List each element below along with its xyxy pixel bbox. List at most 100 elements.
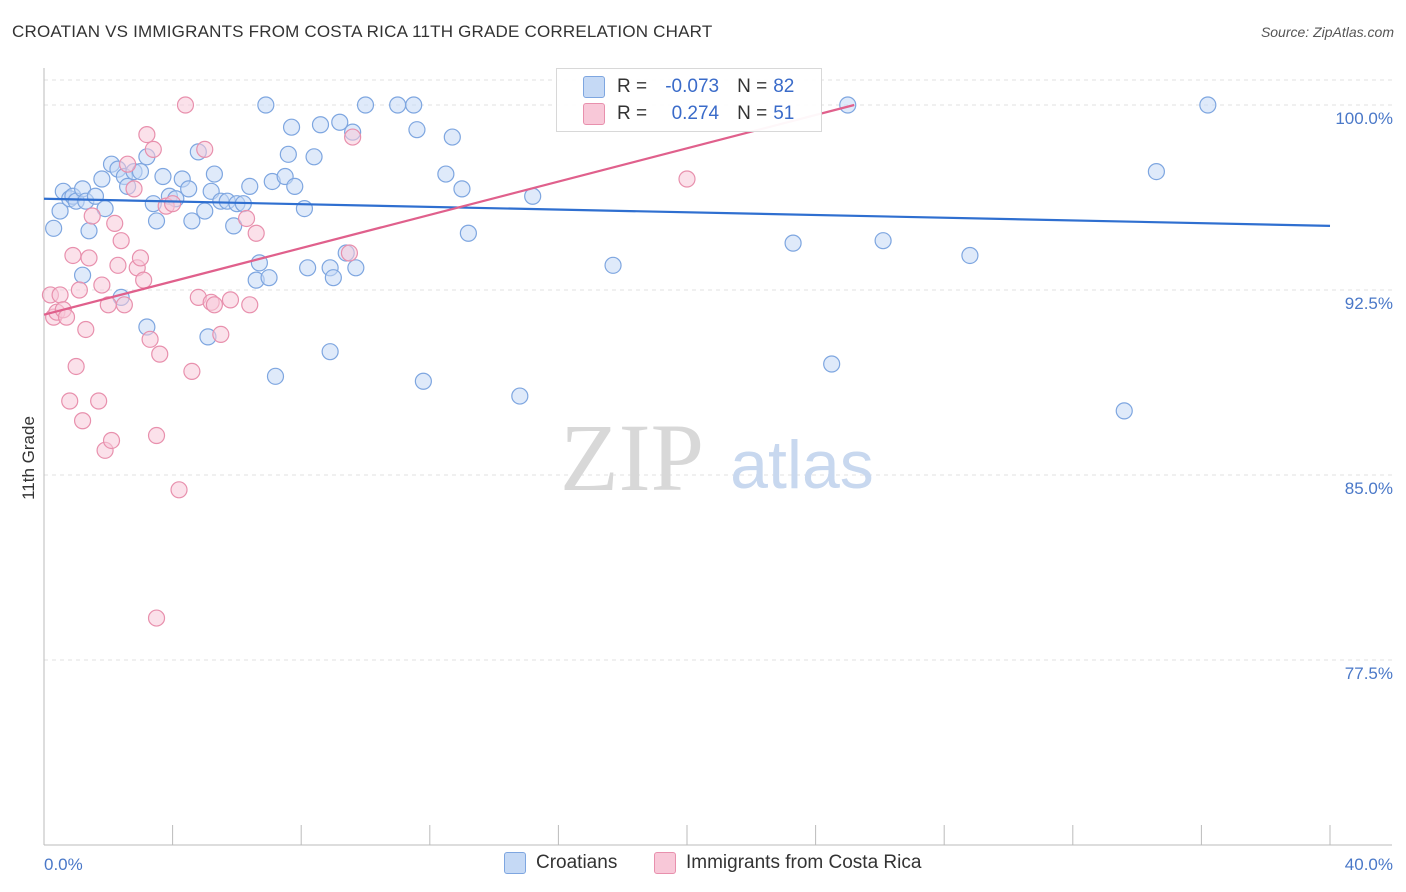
data-point (389, 96, 407, 114)
data-point (51, 202, 69, 220)
legend-row-croatians: R = -0.073 N = 82 (583, 75, 813, 99)
legend-label-croatians: Croatians (536, 852, 618, 873)
watermark-atlas: atlas (730, 427, 874, 503)
y-tick-label: 77.5% (1345, 664, 1393, 683)
series-costa-rica (41, 96, 696, 627)
axes (43, 68, 1392, 846)
r-value: -0.073 (665, 76, 720, 97)
data-point (67, 357, 85, 376)
data-point (164, 195, 182, 213)
source-label: Source: ZipAtlas.com (1260, 24, 1394, 40)
data-point (45, 219, 63, 237)
data-point (1115, 402, 1133, 420)
chart-title: CROATIAN VS IMMIGRANTS FROM COSTA RICA 1… (12, 22, 713, 41)
data-point (286, 177, 304, 195)
n-label: N = (737, 76, 768, 97)
data-point (106, 214, 124, 232)
data-point (51, 286, 69, 304)
data-point (241, 177, 259, 195)
data-point (90, 392, 108, 410)
data-point (144, 140, 162, 158)
data-point (77, 320, 95, 339)
data-point (257, 96, 275, 114)
data-point (151, 345, 169, 363)
series-croatians (45, 96, 1217, 420)
data-point (80, 222, 98, 240)
series-legend: Croatians Immigrants from Costa Rica (0, 852, 1406, 878)
x-tick-label: 0.0% (44, 855, 83, 874)
data-point (356, 96, 375, 114)
data-point (443, 128, 461, 146)
data-point (324, 269, 342, 287)
r-value: 0.274 (671, 103, 720, 124)
data-point (183, 212, 201, 230)
data-point (131, 163, 150, 181)
r-label: R = (617, 76, 648, 97)
data-point (453, 180, 471, 198)
data-point (511, 387, 529, 405)
trend-lines (43, 103, 1331, 316)
n-value: 51 (773, 103, 795, 124)
y-tick-label: 85.0% (1345, 479, 1393, 498)
data-point (961, 246, 979, 265)
y-axis-title: 11th Grade (19, 416, 38, 500)
data-point (176, 96, 195, 114)
data-point (109, 256, 127, 274)
data-point (115, 296, 133, 314)
data-point (196, 140, 214, 158)
data-point (70, 281, 88, 299)
data-point (247, 224, 265, 242)
data-point (125, 180, 143, 198)
data-point (260, 269, 278, 287)
data-point (221, 291, 240, 309)
legend-item-croatians[interactable]: Croatians (504, 852, 617, 874)
data-point (225, 217, 243, 235)
data-point (823, 355, 841, 373)
data-point (205, 165, 223, 183)
data-point (118, 155, 137, 173)
data-point (678, 170, 696, 188)
grid-lines (44, 79, 1392, 661)
data-point (405, 96, 423, 114)
data-point (180, 180, 198, 198)
watermark: ZIP atlas (560, 404, 874, 511)
data-point (102, 431, 121, 450)
data-point (1147, 163, 1165, 181)
legend-swatch-blue (583, 76, 605, 98)
correlation-legend: R = -0.073 N = 82 R = 0.274 N = 51 (556, 68, 822, 132)
n-value: 82 (773, 76, 795, 97)
data-point (135, 271, 153, 289)
data-point (183, 362, 201, 380)
data-point (347, 259, 365, 277)
data-point (414, 372, 432, 390)
y-tick-label: 100.0% (1335, 109, 1393, 128)
data-point (147, 212, 166, 230)
data-point (408, 121, 426, 139)
data-point (266, 367, 285, 385)
data-point (138, 126, 156, 144)
data-point (196, 202, 214, 220)
watermark-zip: ZIP (560, 404, 704, 511)
data-point (311, 116, 330, 134)
data-point (141, 330, 159, 348)
data-point (205, 296, 223, 314)
data-point (64, 246, 82, 265)
data-point (212, 325, 230, 343)
axis-labels: 77.5% 85.0% 92.5% 100.0% 0.0% 40.0% 11th Grade (19, 109, 1393, 874)
data-point (147, 426, 166, 445)
data-point (340, 244, 359, 262)
data-point (147, 609, 166, 627)
data-point (93, 170, 111, 188)
trend-line-costa-rica (43, 103, 855, 316)
data-point (83, 207, 101, 225)
legend-label-costa-rica: Immigrants from Costa Rica (686, 852, 922, 873)
data-point (80, 249, 98, 267)
data-point (112, 232, 130, 250)
data-point (459, 224, 477, 242)
legend-item-costa-rica[interactable]: Immigrants from Costa Rica (654, 852, 921, 874)
data-point (604, 256, 622, 274)
r-label: R = (617, 103, 648, 124)
n-label: N = (737, 103, 768, 124)
data-point (1199, 96, 1217, 114)
